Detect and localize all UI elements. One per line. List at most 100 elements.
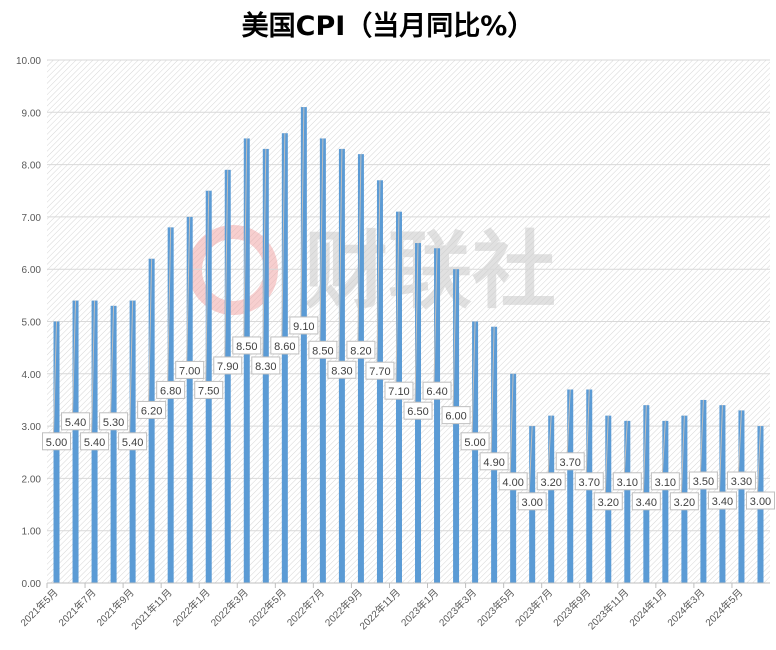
data-label-box: [327, 360, 357, 379]
data-label-box: [251, 356, 281, 375]
bar: [53, 321, 60, 583]
leader-line: [129, 300, 134, 434]
bar: [357, 154, 364, 583]
data-label-box: [403, 401, 433, 420]
data-label-box: [346, 340, 376, 359]
chart-title: 美国CPI（当月同比%）: [241, 11, 535, 42]
x-tick-label: 2022年3月: [208, 586, 251, 629]
data-label: 3.30: [731, 476, 752, 488]
leader-line: [338, 148, 343, 363]
leader-line: [186, 216, 191, 363]
leader-line: [756, 426, 761, 494]
data-label: 6.40: [426, 386, 447, 398]
bar: [548, 415, 555, 583]
data-label-box: [745, 491, 775, 510]
x-tick-label: 2024年1月: [626, 586, 669, 629]
data-label-box: [726, 471, 756, 490]
data-label-box: [194, 380, 224, 399]
y-tick-label: 6.00: [22, 265, 42, 276]
leader-line: [376, 180, 381, 364]
leader-line: [528, 426, 533, 494]
data-label-box: [441, 406, 471, 425]
data-label: 3.00: [750, 496, 771, 508]
data-label-box: [213, 356, 243, 375]
data-label: 8.30: [331, 365, 352, 377]
leader-line: [110, 305, 115, 414]
watermark: 财联社: [304, 222, 556, 320]
leader-line: [642, 405, 647, 494]
x-tick-label: 2023年7月: [512, 586, 555, 629]
data-label: 8.30: [255, 361, 276, 373]
leader-line: [91, 300, 96, 434]
bar: [300, 107, 307, 583]
x-tick-label: 2023年9月: [550, 586, 593, 629]
data-label-box: [156, 380, 186, 399]
bar: [243, 138, 250, 583]
x-tick-label: 2024年5月: [702, 586, 745, 629]
data-label: 4.00: [502, 477, 523, 489]
x-tick-label: 2023年1月: [398, 586, 441, 629]
leader-line: [699, 399, 704, 474]
bar: [662, 420, 669, 583]
data-label-box: [574, 472, 604, 491]
data-label-box: [498, 472, 528, 491]
y-tick-label: 1.00: [22, 527, 42, 538]
x-tick-label: 2021年7月: [56, 586, 99, 629]
y-tick-label: 7.00: [22, 213, 42, 224]
leader-line: [262, 148, 267, 358]
leader-line: [547, 415, 552, 474]
x-tick-label: 2022年11月: [357, 586, 403, 632]
y-tick-label: 3.00: [22, 422, 42, 433]
data-label: 7.90: [217, 361, 238, 373]
bar: [738, 410, 745, 583]
data-label: 3.10: [617, 477, 638, 489]
leader-line: [623, 420, 628, 474]
data-label-box: [479, 452, 509, 471]
leader-line: [148, 258, 153, 403]
bar: [110, 305, 117, 583]
data-label: 5.40: [84, 437, 105, 449]
data-label-box: [175, 360, 205, 379]
data-label-box: [384, 381, 414, 400]
data-label-box: [99, 412, 129, 431]
x-tick-label: 2022年7月: [284, 586, 327, 629]
data-label: 5.30: [103, 417, 124, 429]
data-label: 3.20: [598, 497, 619, 509]
y-tick-label: 4.00: [22, 370, 42, 381]
data-label: 3.70: [579, 477, 600, 489]
data-label-box: [669, 492, 699, 511]
x-tick-label: 2022年5月: [246, 586, 289, 629]
data-label: 3.00: [521, 497, 542, 509]
data-label: 3.50: [693, 476, 714, 488]
data-label: 7.00: [179, 365, 200, 377]
leader-line: [604, 415, 609, 494]
bar: [700, 399, 707, 583]
bar: [624, 420, 631, 583]
data-label-box: [555, 452, 585, 471]
data-label: 3.20: [540, 477, 561, 489]
bar: [148, 258, 155, 583]
watermark-logo-icon: [188, 225, 278, 315]
leader-line: [433, 248, 438, 384]
data-label-box: [118, 432, 148, 451]
x-tick-label: 2021年9月: [94, 586, 137, 629]
data-label: 6.80: [160, 385, 181, 397]
data-label-box: [137, 400, 167, 419]
y-tick-label: 10.00: [16, 56, 41, 67]
bar: [167, 227, 174, 584]
bar: [567, 389, 574, 583]
data-label: 3.70: [560, 457, 581, 469]
data-label: 6.20: [141, 405, 162, 417]
bar: [319, 138, 326, 583]
x-tick-label: 2021年11月: [128, 586, 174, 632]
bar: [472, 321, 479, 583]
data-label: 9.10: [293, 321, 314, 333]
leader-line: [319, 138, 324, 343]
leader-line: [72, 300, 77, 414]
data-label-box: [612, 472, 642, 491]
data-label: 6.50: [407, 406, 428, 418]
leader-line: [718, 405, 723, 494]
leader-line: [680, 415, 685, 494]
data-label: 5.40: [122, 437, 143, 449]
data-label: 7.10: [388, 386, 409, 398]
